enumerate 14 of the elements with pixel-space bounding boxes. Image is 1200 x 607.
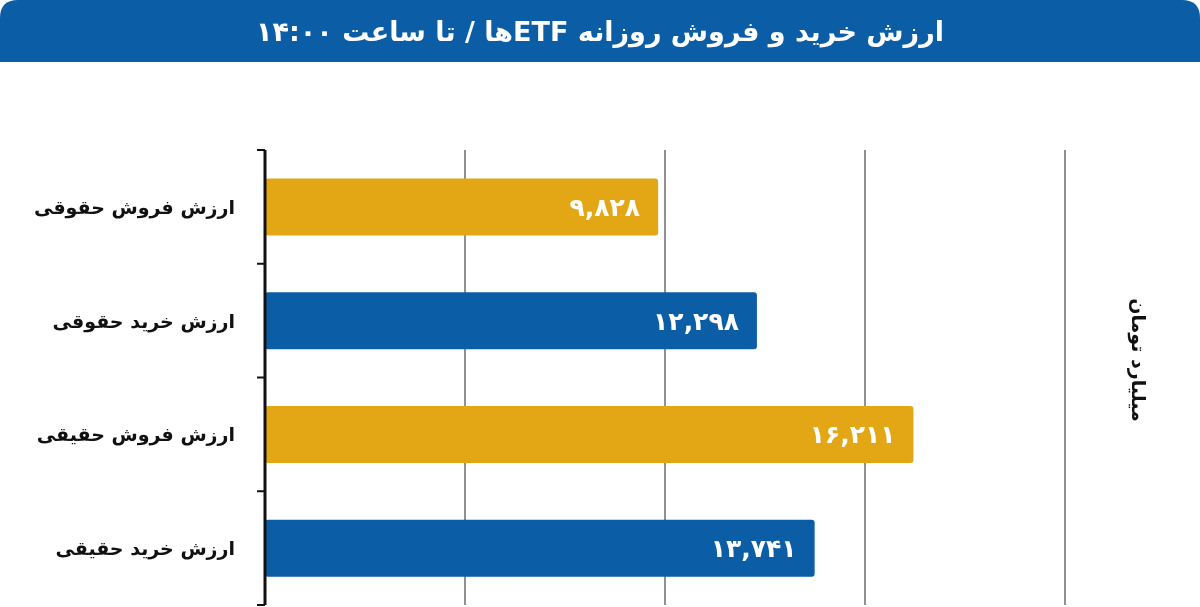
y-tick-label: ارزش فروش حقوقی: [33, 195, 235, 219]
bar: [265, 292, 757, 350]
y-tick-label: ارزش خرید حقیقی: [55, 537, 235, 561]
y-axis-title: میلیارد تومان: [1127, 298, 1150, 422]
chart-title: ارزش خرید و فروش روزانه ETFها / تا ساعت ۱۴:۰۰: [256, 16, 944, 48]
data-label: ۱۲,۲۹۸: [653, 306, 739, 336]
data-label: ۱۳,۷۴۱: [710, 534, 797, 564]
data-label: ۹,۸۲۸: [569, 192, 641, 222]
bar: [265, 405, 914, 463]
bar: [265, 178, 659, 236]
y-tick-label: ارزش فروش حقیقی: [36, 423, 235, 447]
data-label: ۱۶,۲۱۱: [809, 420, 896, 450]
bar: [265, 519, 815, 577]
y-tick-label: ارزش خرید حقوقی: [52, 309, 235, 333]
